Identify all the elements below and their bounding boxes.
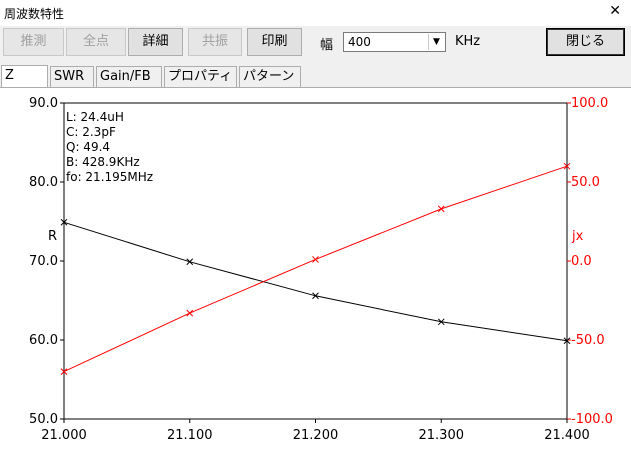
data-point-marker <box>312 256 319 263</box>
tab-z[interactable]: Z <box>1 65 48 88</box>
right-axis-tick-label: 50.0 <box>571 175 600 190</box>
resonance-button[interactable]: 共振 <box>188 28 242 56</box>
tab-bar: Z SWR Gain/FB プロパティ パターン <box>0 65 631 88</box>
right-axis-tick-label: -100.0 <box>571 412 613 427</box>
width-label: 幅 <box>320 38 334 53</box>
right-axis-tick-label: -50.0 <box>571 333 605 348</box>
info-line: Q: 49.4 <box>66 140 110 154</box>
title-bar: 周波数特性 ✕ <box>0 0 631 26</box>
tab-pattern[interactable]: パターン <box>239 66 301 87</box>
width-unit: KHz <box>455 34 481 49</box>
left-axis-tick-label: 50.0 <box>29 412 58 427</box>
tab-properties[interactable]: プロパティ <box>164 66 237 87</box>
detail-button[interactable]: 詳細 <box>128 28 183 56</box>
right-axis-tick-label: 100.0 <box>571 96 608 111</box>
data-point-marker <box>563 162 571 170</box>
window-title: 周波数特性 <box>4 7 65 21</box>
info-line: B: 428.9KHz <box>66 155 140 169</box>
right-axis-label: jx <box>571 229 584 244</box>
info-line: fo: 21.195MHz <box>66 170 153 184</box>
data-point-marker <box>186 309 194 317</box>
impedance-chart: L: 24.4uH C: 2.3pF Q: 49.4 B: 428.9KHz f… <box>29 96 613 443</box>
data-point-marker <box>312 292 319 300</box>
data-point-marker <box>186 258 194 266</box>
guess-button[interactable]: 推測 <box>3 28 64 56</box>
x-axis-tick-label: 21.300 <box>419 428 465 443</box>
chevron-down-icon[interactable]: ▼ <box>428 34 444 50</box>
close-button[interactable]: 閉じる <box>546 28 625 56</box>
print-button[interactable]: 印刷 <box>247 28 302 56</box>
left-axis-tick-label: 70.0 <box>29 254 58 269</box>
tab-swr[interactable]: SWR <box>50 66 94 87</box>
left-axis-label: R <box>48 229 57 244</box>
x-axis-tick-label: 21.000 <box>41 428 87 443</box>
data-point-marker <box>437 205 445 213</box>
all-points-button[interactable]: 全点 <box>66 28 126 56</box>
x-axis-tick-label: 21.400 <box>544 428 590 443</box>
x-axis-tick-label: 21.100 <box>167 428 213 443</box>
left-axis-tick-label: 80.0 <box>29 175 58 190</box>
close-icon[interactable]: ✕ <box>609 3 621 19</box>
right-axis-tick-label: 0.0 <box>571 254 592 269</box>
tab-gain-fb[interactable]: Gain/FB <box>96 66 162 87</box>
data-point-marker <box>437 318 445 326</box>
width-select[interactable]: 400 ▼ <box>343 32 446 52</box>
width-value: 400 <box>348 35 371 49</box>
data-point-marker <box>563 337 571 345</box>
data-point-marker <box>60 218 68 226</box>
left-axis-tick-label: 90.0 <box>29 96 58 111</box>
data-point-marker <box>60 368 68 375</box>
chart-panel: L: 24.4uH C: 2.3pF Q: 49.4 B: 428.9KHz f… <box>0 87 631 452</box>
plot-frame <box>63 102 568 420</box>
info-line: L: 24.4uH <box>66 110 124 124</box>
left-axis-tick-label: 60.0 <box>29 333 58 348</box>
x-axis-tick-label: 21.200 <box>293 428 339 443</box>
info-line: C: 2.3pF <box>66 125 116 139</box>
